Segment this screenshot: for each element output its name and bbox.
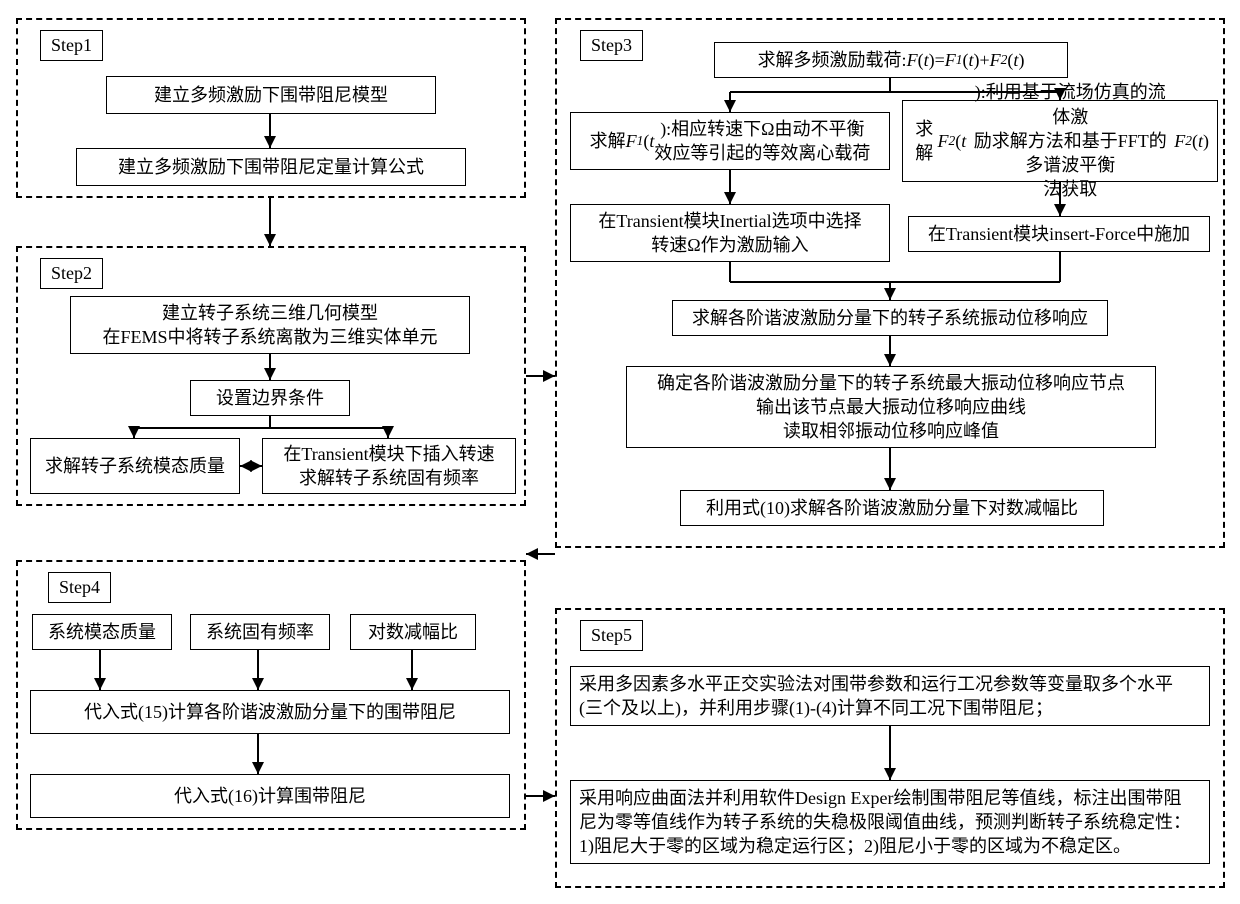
box-b3a: 求解多频激励载荷:F(t)=F1(t)+F2(t) [714,42,1068,78]
arrow-head-down [252,678,264,690]
box-b2b: 设置边界条件 [190,380,350,416]
connector-line [889,78,891,92]
arrow-head-down [884,768,896,780]
box-b3g: 确定各阶谐波激励分量下的转子系统最大振动位移响应节点输出该节点最大振动位移响应曲… [626,366,1156,448]
step-label-s3: Step3 [580,30,643,61]
arrow-head-left [240,460,252,472]
step-label-s5: Step5 [580,620,643,651]
arrow-head-down [1054,204,1066,216]
connector-line [729,262,731,282]
connector-line [1059,252,1061,282]
box-b5b: 采用响应曲面法并利用软件Design Exper绘制围带阻尼等值线，标注出围带阻… [570,780,1210,864]
box-b4d: 代入式(15)计算各阶谐波激励分量下的围带阻尼 [30,690,510,734]
box-b4e: 代入式(16)计算围带阻尼 [30,774,510,818]
box-b5a: 采用多因素多水平正交实验法对围带参数和运行工况参数等变量取多个水平(三个及以上)… [570,666,1210,726]
arrow-head-down [128,426,140,438]
arrow-head-right [543,370,555,382]
box-b3e: 在Transient模块insert-Force中施加 [908,216,1210,252]
box-b3h: 利用式(10)求解各阶谐波激励分量下对数减幅比 [680,490,1104,526]
box-b3b: 求解F1(t):相应转速下Ω由动不平衡效应等引起的等效离心载荷 [570,112,890,170]
box-b1a: 建立多频激励下围带阻尼模型 [106,76,436,114]
arrow-head-down [1054,88,1066,100]
box-b3d: 在Transient模块Inertial选项中选择转速Ω作为激励输入 [570,204,890,262]
box-b1b: 建立多频激励下围带阻尼定量计算公式 [76,148,466,186]
arrow-head-left [526,548,538,560]
connector-line [730,91,1060,93]
arrow-head-down [264,136,276,148]
arrow-head-down [884,288,896,300]
box-b2a: 建立转子系统三维几何模型在FEMS中将转子系统离散为三维实体单元 [70,296,470,354]
arrow-head-down [884,354,896,366]
box-b2c: 求解转子系统模态质量 [30,438,240,494]
box-b2d: 在Transient模块下插入转速求解转子系统固有频率 [262,438,516,494]
arrow-head-down [406,678,418,690]
step-label-s4: Step4 [48,572,111,603]
connector-line [730,281,1060,283]
arrow-head-down [382,426,394,438]
arrow-head-down [724,192,736,204]
arrow-head-right [543,790,555,802]
step-label-s2: Step2 [40,258,103,289]
arrow-head-down [94,678,106,690]
arrow-head-down [264,368,276,380]
box-b3f: 求解各阶谐波激励分量下的转子系统振动位移响应 [672,300,1108,336]
arrow-head-down [264,234,276,246]
arrow-head-down [884,478,896,490]
box-b4c: 对数减幅比 [350,614,476,650]
connector-line [134,427,388,429]
box-b4a: 系统模态质量 [32,614,172,650]
arrow-head-down [724,100,736,112]
arrow-head-down [252,762,264,774]
box-b4b: 系统固有频率 [190,614,330,650]
box-b3c: 求解F2(t):利用基于流场仿真的流体激励求解方法和基于FFT的多谱波平衡法获取… [902,100,1218,182]
step-label-s1: Step1 [40,30,103,61]
